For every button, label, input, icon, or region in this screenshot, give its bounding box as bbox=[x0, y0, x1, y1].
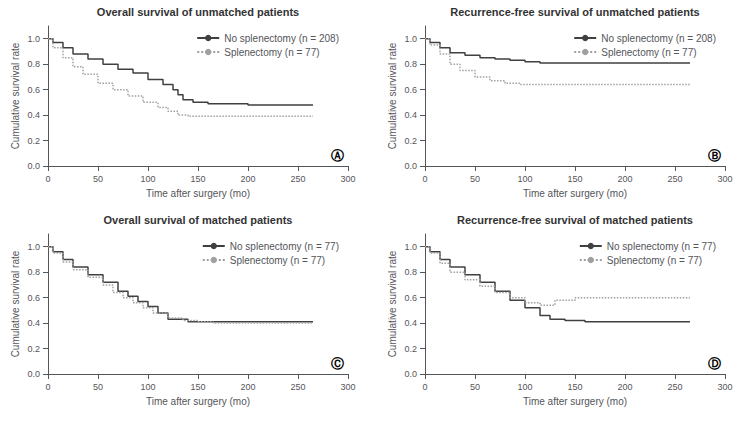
svg-text:Ⓓ: Ⓓ bbox=[708, 356, 721, 371]
svg-text:Time after surgery (mo): Time after surgery (mo) bbox=[523, 188, 627, 199]
svg-text:0.6: 0.6 bbox=[27, 85, 40, 95]
svg-text:300: 300 bbox=[717, 382, 732, 392]
svg-text:0.0: 0.0 bbox=[27, 369, 40, 379]
svg-text:300: 300 bbox=[340, 174, 355, 184]
svg-text:50: 50 bbox=[470, 382, 480, 392]
svg-text:1.0: 1.0 bbox=[27, 34, 40, 44]
svg-text:250: 250 bbox=[290, 174, 305, 184]
svg-text:100: 100 bbox=[140, 174, 155, 184]
svg-text:150: 150 bbox=[567, 382, 582, 392]
svg-text:No splenectomy (n = 77): No splenectomy (n = 77) bbox=[230, 241, 339, 252]
svg-text:0.6: 0.6 bbox=[404, 293, 417, 303]
svg-text:150: 150 bbox=[567, 174, 582, 184]
svg-text:200: 200 bbox=[617, 174, 632, 184]
svg-text:100: 100 bbox=[140, 382, 155, 392]
svg-text:Overall survival of unmatched: Overall survival of unmatched patients bbox=[97, 6, 299, 18]
svg-text:0.8: 0.8 bbox=[27, 59, 40, 69]
svg-text:No splenectomy (n = 77): No splenectomy (n = 77) bbox=[607, 241, 716, 252]
svg-text:Ⓐ: Ⓐ bbox=[331, 148, 344, 163]
svg-text:Splenectomy (n = 77): Splenectomy (n = 77) bbox=[607, 255, 702, 266]
svg-text:0.8: 0.8 bbox=[27, 267, 40, 277]
svg-text:0.4: 0.4 bbox=[27, 318, 40, 328]
svg-text:300: 300 bbox=[340, 382, 355, 392]
svg-text:0.6: 0.6 bbox=[404, 85, 417, 95]
svg-text:0.2: 0.2 bbox=[27, 344, 40, 354]
svg-text:0.6: 0.6 bbox=[27, 293, 40, 303]
svg-text:300: 300 bbox=[717, 174, 732, 184]
svg-text:0: 0 bbox=[422, 382, 427, 392]
svg-text:Splenectomy (n = 77): Splenectomy (n = 77) bbox=[601, 47, 696, 58]
svg-text:Cumulative survival rate: Cumulative survival rate bbox=[10, 42, 21, 149]
svg-text:Recurrence-free survival of un: Recurrence-free survival of unmatched pa… bbox=[450, 6, 699, 18]
svg-text:200: 200 bbox=[240, 174, 255, 184]
svg-text:0.2: 0.2 bbox=[404, 136, 417, 146]
svg-text:150: 150 bbox=[190, 382, 205, 392]
svg-text:Time after surgery (mo): Time after surgery (mo) bbox=[523, 396, 627, 407]
svg-text:50: 50 bbox=[470, 174, 480, 184]
svg-text:0.2: 0.2 bbox=[27, 136, 40, 146]
svg-text:0.0: 0.0 bbox=[404, 161, 417, 171]
svg-text:50: 50 bbox=[93, 382, 103, 392]
svg-text:0.4: 0.4 bbox=[404, 110, 417, 120]
svg-text:250: 250 bbox=[667, 174, 682, 184]
svg-text:200: 200 bbox=[617, 382, 632, 392]
svg-text:50: 50 bbox=[93, 174, 103, 184]
svg-text:0.4: 0.4 bbox=[27, 110, 40, 120]
svg-text:Recurrence-free survival of ma: Recurrence-free survival of matched pati… bbox=[457, 214, 693, 226]
svg-text:1.0: 1.0 bbox=[27, 242, 40, 252]
svg-text:0.8: 0.8 bbox=[404, 267, 417, 277]
svg-text:100: 100 bbox=[517, 174, 532, 184]
svg-text:Time after surgery (mo): Time after surgery (mo) bbox=[146, 396, 250, 407]
svg-text:0: 0 bbox=[422, 174, 427, 184]
svg-text:250: 250 bbox=[290, 382, 305, 392]
svg-text:Cumulative survival rate: Cumulative survival rate bbox=[387, 250, 398, 357]
svg-text:0.0: 0.0 bbox=[404, 369, 417, 379]
svg-text:No splenectomy (n = 208): No splenectomy (n = 208) bbox=[224, 33, 339, 44]
svg-text:250: 250 bbox=[667, 382, 682, 392]
svg-text:No splenectomy (n = 208): No splenectomy (n = 208) bbox=[601, 33, 716, 44]
svg-text:Ⓑ: Ⓑ bbox=[708, 148, 721, 163]
svg-text:0: 0 bbox=[45, 174, 50, 184]
svg-text:Cumulative survival rate: Cumulative survival rate bbox=[10, 250, 21, 357]
svg-text:150: 150 bbox=[190, 174, 205, 184]
svg-text:0.4: 0.4 bbox=[404, 318, 417, 328]
svg-text:Splenectomy (n = 77): Splenectomy (n = 77) bbox=[224, 47, 319, 58]
svg-text:100: 100 bbox=[517, 382, 532, 392]
svg-text:1.0: 1.0 bbox=[404, 242, 417, 252]
svg-text:1.0: 1.0 bbox=[404, 34, 417, 44]
svg-text:0.8: 0.8 bbox=[404, 59, 417, 69]
svg-text:200: 200 bbox=[240, 382, 255, 392]
svg-text:Cumulative survival rate: Cumulative survival rate bbox=[387, 42, 398, 149]
svg-text:0: 0 bbox=[45, 382, 50, 392]
svg-text:Splenectomy (n = 77): Splenectomy (n = 77) bbox=[230, 255, 325, 266]
svg-text:0.0: 0.0 bbox=[27, 161, 40, 171]
svg-text:0.2: 0.2 bbox=[404, 344, 417, 354]
svg-text:Ⓒ: Ⓒ bbox=[331, 356, 344, 371]
svg-text:Overall survival of matched pa: Overall survival of matched patients bbox=[104, 214, 293, 226]
svg-text:Time after surgery (mo): Time after surgery (mo) bbox=[146, 188, 250, 199]
